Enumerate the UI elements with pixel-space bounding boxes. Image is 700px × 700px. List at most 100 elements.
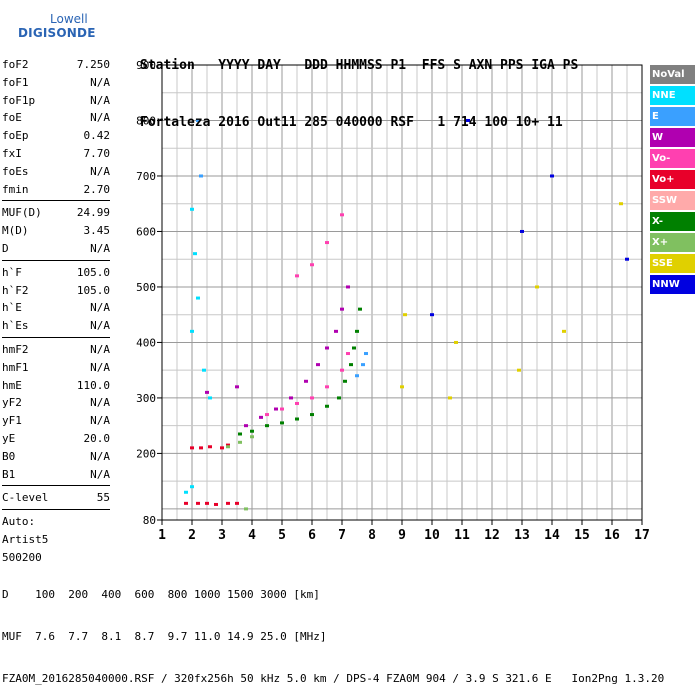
param-row-hes: h`Es N/A [2,317,110,335]
data-point-x [238,440,242,444]
data-point-e [361,363,365,367]
data-point-x [352,346,356,350]
autoscale-info: Auto: Artist5 500200 [2,513,110,566]
data-point-nne [190,329,194,333]
param-row-hmf2: hmF2 N/A [2,341,110,359]
data-point-vo [340,213,344,217]
data-point-vo [208,445,212,449]
param-row-fof1p: foF1p N/A [2,92,110,110]
param-label: h`F2 [2,283,29,297]
data-point-vo [214,502,218,506]
data-point-vo [184,501,188,505]
param-group-critical-frequencies: foF2 7.250 foF1 N/A foF1p N/A foE N/A foEp 0.42 fx… [2,56,110,198]
separator [2,485,110,487]
data-point-w [235,385,239,389]
legend-item-nne: NNE [650,86,695,105]
muf-row: MUF 7.6 7.7 8.1 8.7 9.7 11.0 14.9 25.0 [… [2,630,327,643]
chart-frame [161,64,643,521]
param-value: N/A [90,75,110,89]
data-point-vo [280,407,284,411]
param-row-foe: foE N/A [2,109,110,127]
data-point-vo [346,352,350,356]
legend-item-ssw: SSW [650,191,695,210]
param-label: D [2,241,9,255]
legend-item-vo: Vo+ [650,170,695,189]
x-tick-label: 12 [484,528,500,543]
param-row-hf2: h`F2 105.0 [2,282,110,300]
chart-grid [161,64,643,520]
data-point-w [205,390,209,394]
data-point-sse [535,285,539,289]
file-info: FZA0M_2016285040000.RSF / 320fx256h 50 k… [2,672,665,685]
legend-item-w: W [650,128,695,147]
param-label: hmF1 [2,360,29,374]
param-label: h`Es [2,319,29,333]
logo-brand: Lowell [50,12,88,26]
param-row-foep: foEp 0.42 [2,127,110,145]
data-point-w [334,329,338,333]
param-value: N/A [90,449,110,463]
ionogram-chart: 1 2 3 4 5 6 7 8 9 10 11 12 13 14 15 16 17 80200300400500… [136,59,650,543]
x-tick-label: 15 [574,528,590,543]
data-point-w [259,415,263,419]
distance-row: D 100 200 400 600 800 1000 1500 3000 [km… [2,588,320,601]
data-point-vo [340,368,344,372]
param-row-d: D N/A [2,240,110,258]
data-point-vo [226,443,230,447]
param-row-ye: yE 20.0 [2,430,110,448]
data-point-e [196,118,200,122]
data-point-sse [448,396,452,400]
param-value: 105.0 [76,283,110,297]
data-point-x [280,421,284,425]
header-values: Fortaleza 2016 Out11 285 040000 RSF 1 71… [140,115,563,130]
param-value: 7.70 [83,146,111,160]
autoscale-label: Auto: [2,515,36,529]
data-point-x [244,507,248,511]
param-label: fxI [2,146,22,160]
autoscale-software: Artist5 [2,532,49,546]
param-label: M(D) [2,224,29,238]
data-point-w [304,379,308,383]
data-point-vo [265,413,269,417]
param-row-yf1: yF1 N/A [2,412,110,430]
param-value: N/A [90,164,110,178]
header-columns: Station YYYY DAY DDD HHMMSS P1 FFS S AXN… [140,58,579,73]
legend-item-noval: NoVal [650,65,695,84]
legend-item-e: E [650,107,695,126]
data-point-sse [403,313,407,317]
param-group-true-heights: hmF2 N/A hmF1 N/A hmE 110.0 yF2 N/A yF1 N/A yE 20.0… [2,341,110,483]
data-point-w [244,424,248,428]
param-value: 7.250 [76,58,110,71]
data-point-vo [205,501,209,505]
param-row-b1: B1 N/A [2,466,110,484]
separator [2,200,110,202]
param-value: 0.42 [83,129,111,143]
param-label: B1 [2,467,16,481]
data-point-nne [208,396,212,400]
autoscale-version: 500200 [2,550,42,564]
param-value: 55 [96,491,110,505]
data-point-vo [325,385,329,389]
data-point-sse [454,340,458,344]
data-point-nnw [520,229,524,233]
param-value: N/A [90,414,110,428]
data-point-vo [295,274,299,278]
y-tick-label: 200 [136,447,156,460]
param-row-hf: h`F 105.0 [2,264,110,282]
param-value: 105.0 [76,265,110,279]
separator [2,509,110,511]
param-value: N/A [90,342,110,356]
param-value: N/A [90,301,110,315]
param-value: 20.0 [83,431,111,445]
data-point-x [238,432,242,436]
data-point-e [364,352,368,356]
param-label: h`F [2,265,22,279]
param-row-clevel: C-level 55 [2,489,110,507]
y-tick-label: 500 [136,281,156,294]
legend-item-vo: Vo- [650,149,695,168]
param-value: N/A [90,241,110,255]
x-tick-label: 10 [424,528,440,543]
param-value: N/A [90,93,110,107]
data-point-vo [310,396,314,400]
data-point-nne [184,490,188,494]
